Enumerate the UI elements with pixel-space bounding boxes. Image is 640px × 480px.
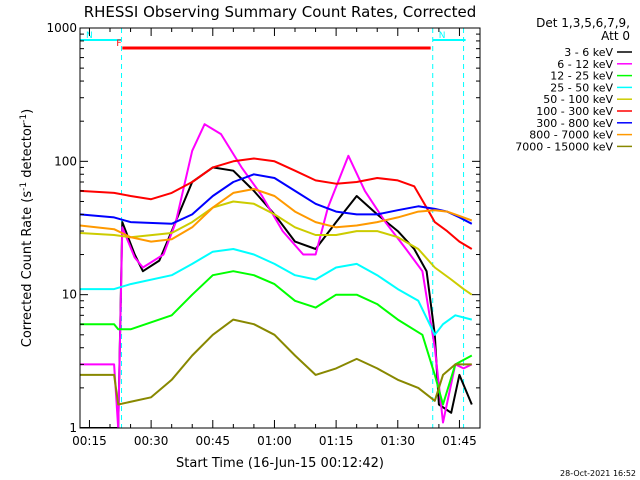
y-tick-label-1: 10	[62, 288, 77, 302]
x-tick-label-4: 01:15	[319, 434, 354, 448]
x-tick-label-2: 00:45	[195, 434, 230, 448]
y-tick-label-2: 100	[54, 154, 77, 168]
x-tick-label-5: 01:30	[380, 434, 415, 448]
y-tick-label-3: 1000	[46, 21, 77, 35]
y-axis-label: Corrected Count Rate (s-1 detector-1)	[19, 109, 35, 347]
legend-label-3: 25 - 50 keV	[550, 81, 613, 94]
series-line-3	[80, 248, 473, 336]
legend-label-2: 12 - 25 keV	[550, 70, 613, 83]
legend-label-1: 6 - 12 keV	[557, 58, 613, 71]
legend-label-4: 50 - 100 keV	[543, 93, 613, 106]
y-axis-label-mid: detector	[20, 122, 35, 182]
y-axis-label-main: Corrected Count Rate (s	[20, 191, 35, 348]
series-line-7	[80, 188, 473, 243]
legend-header-line2: Att 0	[601, 29, 630, 43]
x-axis-label: Start Time (16-Jun-15 00:12:42)	[176, 456, 384, 471]
x-tick-label-0: 00:15	[72, 434, 107, 448]
legend-label-8: 7000 - 15000 keV	[515, 140, 613, 153]
legend-label-5: 100 - 300 keV	[536, 105, 613, 118]
chart-title: RHESSI Observing Summary Count Rates, Co…	[84, 3, 477, 21]
legend-label-6: 300 - 800 keV	[536, 117, 613, 130]
plot-frame	[79, 27, 481, 429]
x-tick-label-3: 01:00	[257, 434, 292, 448]
state-bar-label-1: N	[439, 31, 446, 41]
footer-date: 28-Oct-2021 16:52	[560, 469, 636, 478]
series-line-6	[80, 173, 473, 225]
legend-label-7: 800 - 7000 keV	[529, 129, 613, 142]
state-bar-label-2: F	[116, 39, 121, 49]
series-line-2	[80, 270, 473, 406]
series-line-4	[80, 200, 473, 296]
series-line-0	[80, 166, 473, 428]
x-tick-label-6: 01:45	[442, 434, 477, 448]
series-line-5	[80, 157, 473, 250]
series-group	[80, 123, 473, 428]
series-line-1	[80, 123, 473, 428]
series-line-8	[80, 318, 472, 406]
x-tick-label-1: 00:30	[134, 434, 169, 448]
y-axis-label-end: )	[20, 109, 35, 114]
legend-label-0: 3 - 6 keV	[564, 46, 613, 59]
y-tick-label-0: 1	[69, 421, 77, 435]
plot-area: NNF110100100000:1500:3000:4501:0001:1501…	[46, 21, 481, 448]
y-axis-label-sup1: -1	[19, 182, 29, 191]
y-axis-label-sup2: -1	[19, 114, 29, 123]
legend-header-line1: Det 1,3,5,6,7,9,	[536, 16, 630, 30]
